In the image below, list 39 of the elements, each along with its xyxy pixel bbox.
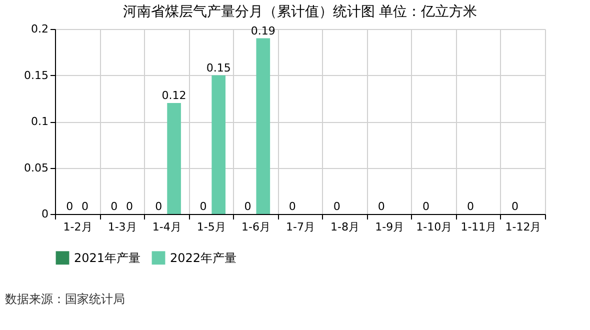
x-tick-label: 1-8月 — [330, 220, 360, 234]
data-label: 0 — [333, 200, 340, 213]
y-tick-label: 0.1 — [31, 115, 48, 128]
x-tick-label: 1-9月 — [375, 220, 404, 234]
y-tick-label: 0.15 — [24, 68, 48, 82]
data-label: 0 — [66, 200, 74, 213]
legend-label: 2021年产量 — [74, 250, 141, 265]
x-tick-label: 1-12月 — [505, 220, 542, 234]
x-tick-label: 1-2月 — [63, 220, 92, 234]
data-label: 0 — [110, 200, 118, 213]
x-tick-label: 1-3月 — [108, 220, 137, 234]
y-tick-label: 0.05 — [24, 161, 48, 174]
legend-label: 2022年产量 — [170, 250, 237, 265]
bar — [256, 38, 270, 214]
x-tick-label: 1-10月 — [416, 220, 452, 234]
y-tick-label: 0.2 — [31, 22, 48, 36]
bar — [167, 103, 181, 214]
x-tick-label: 1-5月 — [196, 220, 226, 234]
source-note: 数据来源：国家统计局 — [5, 292, 125, 306]
data-label: 0 — [81, 200, 88, 213]
chart-title: 河南省煤层气产量分月（累计值）统计图 单位：亿立方米 — [122, 4, 478, 20]
data-label: 0.15 — [206, 61, 231, 74]
data-label: 0 — [126, 200, 133, 213]
x-tick-label: 1-6月 — [241, 220, 270, 234]
data-label: 0 — [155, 200, 162, 213]
data-label: 0 — [244, 200, 252, 213]
bar — [212, 75, 226, 214]
y-tick-label: 0 — [42, 208, 48, 220]
x-tick-label: 1-4月 — [152, 220, 182, 234]
data-label: 0 — [512, 200, 519, 213]
data-label: 0 — [288, 200, 296, 213]
x-tick-label: 1-7月 — [286, 220, 315, 234]
x-tick-label: 1-11月 — [460, 220, 497, 234]
data-label: 0.19 — [250, 24, 276, 38]
data-label: 0 — [200, 200, 207, 213]
data-label: 0 — [378, 200, 385, 213]
data-label: 0 — [467, 200, 474, 213]
data-label: 0.12 — [162, 89, 186, 102]
data-label: 0 — [422, 200, 430, 213]
